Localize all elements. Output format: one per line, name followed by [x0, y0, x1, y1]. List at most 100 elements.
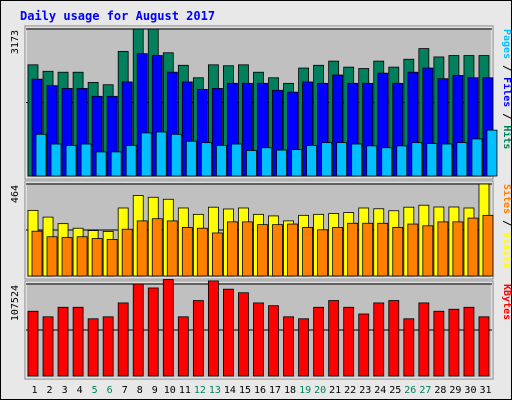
sites-bar: [437, 221, 449, 277]
sites-bar: [242, 221, 253, 277]
pages-bar: [140, 132, 152, 177]
day-tick-label: 12: [194, 385, 206, 396]
kbytes-bar: [177, 316, 189, 377]
pages-bar: [231, 143, 242, 177]
traffic-panel: 3173 Pages / Files / Hits: [10, 25, 511, 180]
kbytes-bar: [298, 318, 309, 377]
panel-max-label: 107524: [10, 285, 21, 321]
sites-bar: [302, 227, 313, 277]
kbytes-bar: [313, 306, 325, 377]
kbytes-bar: [27, 310, 39, 377]
pages-bar: [246, 150, 257, 177]
kbytes-bar: [102, 316, 114, 377]
pages-bar: [155, 131, 167, 177]
kbytes-bar: [42, 316, 54, 377]
kbytes-series: [27, 279, 490, 377]
kbytes-bar: [147, 287, 159, 377]
panel-frame: [24, 280, 494, 380]
files-series: [31, 53, 494, 177]
day-tick-label: 13: [209, 385, 221, 396]
pages-bar: [396, 145, 408, 177]
sites-bar: [482, 214, 494, 277]
kbytes-bar: [358, 313, 370, 377]
pages-bar: [471, 138, 483, 177]
day-tick-label: 19: [299, 385, 311, 396]
kbytes-bar: [87, 318, 99, 377]
sites-bar: [106, 239, 118, 277]
sites-bar: [151, 218, 163, 277]
sites-bar: [347, 222, 359, 277]
panel-max-label: 464: [10, 185, 21, 203]
day-tick-label: 25: [389, 385, 401, 396]
day-tick-label: 22: [344, 385, 356, 396]
sites-bar: [91, 238, 103, 277]
sites-bar: [332, 227, 344, 277]
panel-legend-label: Sites / Visits: [501, 184, 511, 268]
sites-bar: [452, 221, 464, 277]
day-tick-label: 3: [62, 385, 68, 396]
kbytes-bar: [253, 302, 264, 377]
day-tick-label: 9: [152, 385, 158, 396]
sites-bar: [166, 220, 178, 277]
pages-bar: [276, 149, 287, 177]
legend-part: Pages: [501, 29, 511, 59]
kbytes-bar: [478, 316, 490, 377]
sites-bar: [46, 236, 58, 277]
kbytes-bar: [192, 300, 204, 377]
sites-bar: [227, 221, 238, 277]
day-tick-label: 24: [374, 385, 386, 396]
pages-bar: [306, 145, 317, 177]
kbytes-bar: [433, 310, 445, 377]
sites-bar: [287, 223, 298, 277]
sites-bar: [407, 223, 419, 277]
day-tick-label: 30: [464, 385, 476, 396]
kbytes-bar: [268, 305, 279, 377]
chart-title: Daily usage for August 2017: [20, 9, 215, 23]
kbytes-bar: [57, 306, 69, 377]
panel-max-label: 3173: [10, 30, 21, 54]
sites-series: [31, 214, 494, 277]
kbytes-bar: [162, 279, 174, 377]
pages-bar: [80, 143, 92, 177]
day-tick-label: 28: [434, 385, 446, 396]
day-tick-label: 29: [449, 385, 461, 396]
visits-panel: 464 Sites / Visits: [10, 180, 511, 280]
pages-bar: [35, 133, 47, 177]
legend-part: /: [501, 59, 511, 77]
pages-bar: [486, 129, 498, 177]
day-tick-label: 20: [314, 385, 326, 396]
pages-bar: [321, 142, 333, 177]
pages-bar: [170, 133, 182, 177]
sites-bar: [272, 224, 283, 277]
chart-panels: 3173 Pages / Files / Hits 464 Sites / Visit…: [10, 25, 511, 380]
sites-bar: [392, 227, 404, 277]
sites-bar: [377, 222, 389, 277]
day-tick-label: 10: [164, 385, 176, 396]
sites-bar: [61, 237, 73, 277]
sites-bar: [257, 224, 268, 277]
legend-part: /: [501, 107, 511, 125]
day-tick-label: 16: [254, 385, 266, 396]
legend-part: Visits: [501, 232, 511, 268]
pages-bar: [65, 145, 77, 177]
pages-bar: [125, 145, 137, 177]
panel-legend-label: Pages / Files / Hits: [501, 29, 511, 149]
day-tick-label: 21: [329, 385, 341, 396]
pages-bar: [456, 142, 468, 177]
kbytes-bar: [283, 316, 294, 377]
legend-part: KBytes: [501, 284, 511, 320]
kbytes-bar: [343, 306, 355, 377]
kbytes-bar: [448, 308, 460, 377]
kbytes-bar: [403, 318, 415, 377]
pages-bar: [110, 151, 122, 177]
day-tick-label: 31: [479, 385, 491, 396]
kbytes-bar: [72, 306, 84, 377]
pages-bar: [381, 147, 393, 177]
kbytes-bar: [418, 302, 430, 377]
sites-bar: [136, 220, 148, 277]
pages-bar: [336, 142, 348, 177]
pages-series: [35, 129, 498, 177]
pages-bar: [215, 145, 227, 177]
